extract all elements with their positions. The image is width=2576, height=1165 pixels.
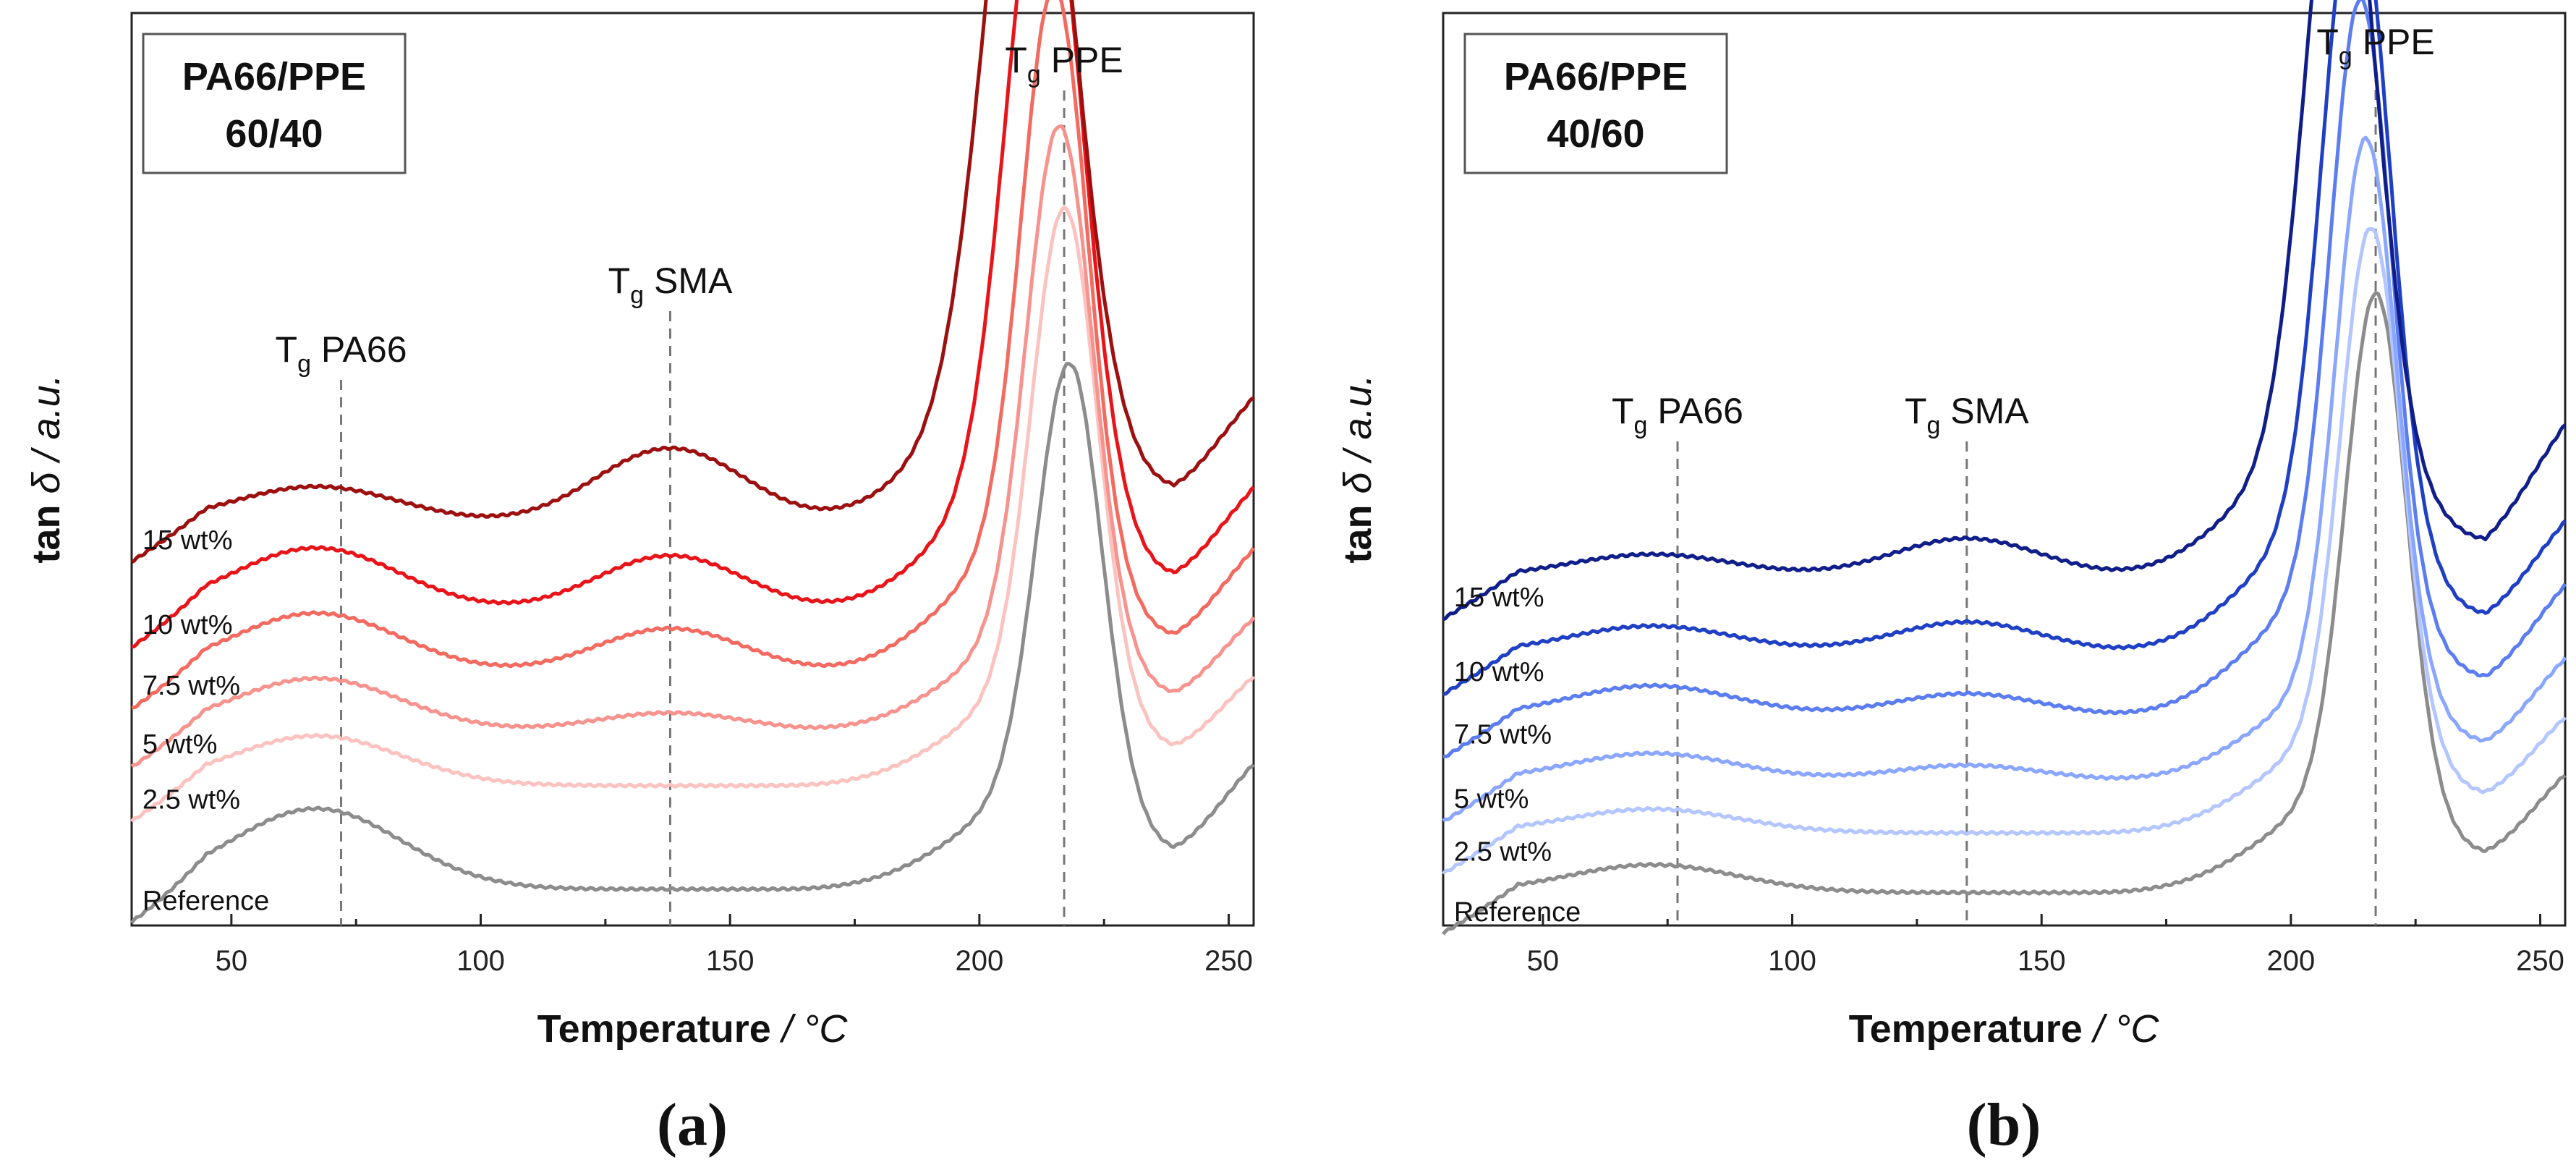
tg-T: T bbox=[2316, 22, 2339, 62]
series-label: 15 wt% bbox=[1454, 582, 1544, 613]
series-line-5-wt- bbox=[130, 124, 1256, 768]
box-line1-a: PA66/PPE bbox=[182, 55, 366, 98]
series-label: 7.5 wt% bbox=[1454, 720, 1552, 750]
series-label: 2.5 wt% bbox=[143, 784, 240, 815]
tg-sub: g bbox=[630, 281, 644, 309]
series-label: Reference bbox=[143, 886, 269, 917]
x-axis-label-b-unit: / °C bbox=[2083, 1007, 2160, 1051]
series-label: Reference bbox=[1454, 897, 1581, 928]
x-axis-label-a: Temperature / °C bbox=[537, 1007, 849, 1051]
series-label: 5 wt% bbox=[1454, 784, 1529, 814]
series-label: 15 wt% bbox=[143, 525, 233, 556]
tg-name: PPE bbox=[2352, 22, 2435, 62]
x-ticks-b: 50 100 150 200 250 bbox=[1527, 914, 2564, 977]
series-label: 2.5 wt% bbox=[1454, 837, 1552, 868]
y-axis-label-a: tan δ / a.u. bbox=[25, 374, 68, 563]
y-axis-label-a-rest: δ / a.u. bbox=[25, 374, 68, 504]
y-axis-label-a-bold: tan bbox=[25, 505, 68, 564]
x-tick-label: 100 bbox=[1768, 945, 1816, 977]
x-axis-label-b: Temperature / °C bbox=[1849, 1007, 2160, 1051]
tg-label-a-1: Tg SMA bbox=[608, 260, 733, 309]
series-line-5-wt- bbox=[1442, 135, 2567, 823]
y-axis-label-b: tan δ / a.u. bbox=[1336, 374, 1380, 563]
tg-lines-a bbox=[340, 90, 1066, 925]
tg-name: PPE bbox=[1041, 40, 1123, 80]
x-ticks-a: 50 100 150 200 250 bbox=[216, 914, 1253, 977]
series-line-10-wt- bbox=[1442, 0, 2567, 696]
tg-name: PA66 bbox=[1647, 391, 1743, 431]
x-axis-label-a-unit: / °C bbox=[771, 1007, 849, 1051]
tg-name: SMA bbox=[644, 260, 733, 301]
y-axis-label-b-rest: δ / a.u. bbox=[1336, 374, 1380, 504]
panel-a: 50 100 150 200 250 Reference 2.5 wt% 5 wt% 7.5 … bbox=[25, 0, 1256, 1158]
series-label: 10 wt% bbox=[143, 610, 233, 640]
x-tick-label: 150 bbox=[2018, 945, 2066, 977]
tg-sub: g bbox=[1926, 412, 1940, 439]
series-line-2-5-wt- bbox=[1442, 226, 2567, 876]
tg-T: T bbox=[1612, 391, 1634, 431]
tg-label-a-0: Tg PA66 bbox=[276, 329, 407, 378]
x-axis-label-b-bold: Temperature bbox=[1849, 1007, 2083, 1051]
tg-sub: g bbox=[297, 350, 311, 378]
panel-label-a: (a) bbox=[657, 1091, 728, 1158]
series-lines-a bbox=[130, 0, 1256, 925]
series-label: 10 wt% bbox=[1454, 657, 1544, 687]
series-line-7-5-wt- bbox=[131, 0, 1256, 710]
panel-label-b: (b) bbox=[1967, 1091, 2041, 1158]
series-line-10-wt- bbox=[131, 0, 1255, 649]
series-lines-b bbox=[1442, 0, 2567, 936]
x-tick-label: 100 bbox=[456, 945, 505, 977]
series-line-reference bbox=[130, 362, 1255, 925]
tg-T: T bbox=[608, 260, 631, 301]
tg-sub: g bbox=[1027, 61, 1041, 88]
series-line-15-wt- bbox=[1442, 0, 2567, 622]
x-tick-label: 50 bbox=[1527, 945, 1560, 977]
series-labels-b: Reference 2.5 wt% 5 wt% 7.5 wt% 10 wt% 15 wt% bbox=[1454, 582, 1581, 928]
x-axis-label-a-bold: Temperature bbox=[537, 1007, 771, 1051]
series-line-reference bbox=[1442, 291, 2567, 936]
plot-frame-b bbox=[1442, 12, 2567, 927]
tg-T: T bbox=[1005, 40, 1027, 80]
sample-box-b bbox=[1463, 33, 1728, 174]
y-axis-label-b-bold: tan bbox=[1336, 505, 1380, 564]
tg-sub: g bbox=[1634, 412, 1648, 439]
tg-T: T bbox=[276, 329, 298, 370]
tg-label-b-1: Tg SMA bbox=[1905, 391, 2029, 439]
x-tick-label: 200 bbox=[2266, 945, 2315, 977]
series-line-15-wt- bbox=[130, 0, 1255, 564]
tg-lines-b bbox=[1676, 72, 2377, 925]
series-labels-a: Reference 2.5 wt% 5 wt% 7.5 wt% 10 wt% 15 wt% bbox=[143, 525, 269, 917]
tg-T: T bbox=[1905, 391, 1927, 431]
x-tick-label: 50 bbox=[216, 945, 248, 977]
box-line2-a: 60/40 bbox=[225, 112, 323, 156]
tg-label-b-0: Tg PA66 bbox=[1612, 391, 1743, 439]
tg-name: SMA bbox=[1940, 391, 2029, 431]
tg-label-b-2: Tg PPE bbox=[2316, 22, 2434, 70]
panel-b: 50 100 150 200 250 Reference 2.5 wt% 5 wt% 7.5 … bbox=[1336, 0, 2567, 1158]
box-line2-b: 40/60 bbox=[1547, 112, 1644, 156]
series-label: 5 wt% bbox=[143, 729, 217, 760]
x-tick-label: 200 bbox=[955, 945, 1003, 977]
series-label: 7.5 wt% bbox=[143, 671, 240, 701]
tg-label-a-2: Tg PPE bbox=[1005, 40, 1123, 88]
plot-frame-a bbox=[130, 12, 1255, 927]
series-line-2-5-wt- bbox=[130, 205, 1255, 823]
tg-name: PA66 bbox=[311, 329, 407, 370]
x-tick-label: 250 bbox=[2516, 945, 2564, 977]
box-line1-b: PA66/PPE bbox=[1504, 55, 1688, 98]
tg-sub: g bbox=[2339, 43, 2352, 70]
sample-box-a bbox=[142, 33, 407, 174]
x-tick-label: 250 bbox=[1204, 945, 1253, 977]
x-tick-label: 150 bbox=[706, 945, 754, 977]
